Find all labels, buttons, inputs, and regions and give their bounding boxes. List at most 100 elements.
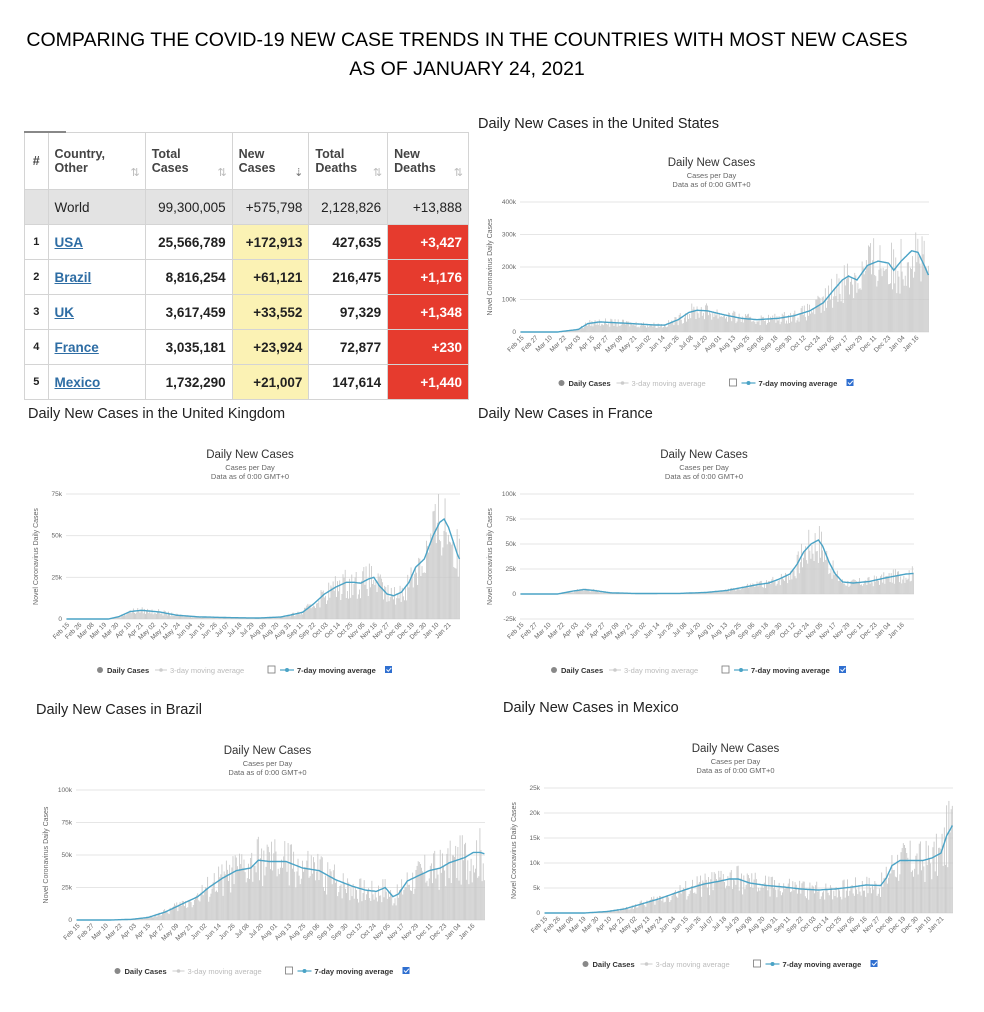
daily-case-bar [735,323,737,332]
legend-daily-cases[interactable]: Daily Cases [561,666,603,675]
daily-case-bar [859,891,861,913]
daily-case-bar [329,597,331,619]
legend-3day-checkbox[interactable] [729,378,737,387]
country-link[interactable]: UK [47,294,146,330]
daily-case-bar [244,618,246,619]
legend-7day-checkbox[interactable] [385,666,392,673]
x-tick-label: Jan 16 [887,621,906,640]
legend-marker-daily[interactable] [582,961,589,967]
sort-icon[interactable]: ⇅ [130,167,140,179]
legend-daily-cases[interactable]: Daily Cases [125,967,167,976]
daily-case-bar [186,616,188,619]
daily-case-bar [197,893,199,920]
legend-3day-checkbox[interactable] [753,959,761,968]
legend-3day-average[interactable]: 3-day moving average [656,960,730,969]
legend-daily-cases[interactable]: Daily Cases [569,379,611,388]
daily-case-bar [614,909,616,913]
daily-case-bar [896,877,897,913]
header-new-deaths[interactable]: New Deaths ⇅ [387,132,469,190]
daily-case-bar [882,582,884,594]
daily-case-bar [566,331,568,332]
legend-7day-average[interactable]: 7-day moving average [751,666,830,675]
daily-case-bar [419,863,421,920]
legend-7day-checkbox[interactable] [839,666,846,673]
legend-7day-checkbox[interactable] [870,960,878,967]
legend-daily-cases[interactable]: Daily Cases [593,960,635,969]
daily-case-bar [442,547,444,619]
legend-3day-checkbox[interactable] [285,966,293,975]
legend-3day-average[interactable]: 3-day moving average [624,666,698,675]
daily-case-bar [816,299,818,332]
daily-case-bar [603,912,605,913]
daily-case-bar [470,858,472,920]
daily-case-bar [158,609,160,619]
daily-case-bar [772,576,774,594]
country-link[interactable]: France [47,329,146,365]
header-total-deaths[interactable]: Total Deaths ⇅ [308,132,389,190]
daily-case-bar [823,891,825,913]
daily-case-bar [787,323,788,332]
legend-7day-checkbox[interactable] [402,967,410,974]
legend-3day-checkbox[interactable] [267,665,276,674]
legend-marker-daily[interactable] [551,667,557,673]
daily-case-bar [894,569,896,594]
daily-case-bar [947,867,949,913]
legend-3day-checkbox[interactable] [721,665,730,674]
daily-case-bar [320,856,322,920]
rank-cell: 1 [24,224,49,260]
daily-case-bar [744,889,746,913]
legend-7day-average[interactable]: 7-day moving average [783,960,862,969]
legend-7day-average[interactable]: 7-day moving average [315,967,394,976]
legend-daily-cases[interactable]: Daily Cases [107,666,149,675]
legend-7day-checkbox[interactable] [846,379,854,386]
daily-case-bar [286,615,288,619]
daily-case-bar [434,504,436,619]
daily-case-bar [715,590,717,594]
daily-case-bar [220,617,222,619]
daily-case-bar [919,263,921,332]
daily-case-bar [768,314,769,332]
country-link[interactable]: USA [47,224,146,260]
daily-case-bar [425,540,427,619]
legend-3day-average[interactable]: 3-day moving average [632,379,706,388]
daily-case-bar [582,588,584,594]
daily-case-bar [897,854,899,913]
daily-case-bar [708,877,709,913]
legend-7day-average[interactable]: 7-day moving average [297,666,376,675]
legend-7day-average[interactable]: 7-day moving average [759,379,838,388]
header-total-cases[interactable]: Total Cases ⇅ [144,132,233,190]
daily-case-bar [900,852,902,913]
sort-desc-icon[interactable]: ⇣ [294,167,304,179]
legend-3day-average[interactable]: 3-day moving average [170,666,244,675]
legend-marker-daily[interactable] [114,968,121,974]
daily-case-bar [267,617,269,619]
daily-case-bar [151,609,153,619]
daily-case-bar [774,880,776,913]
x-tick-label: Jun 26 [218,922,237,941]
new-deaths-cell: +1,176 [387,259,469,295]
daily-case-bar [718,591,720,594]
daily-case-bar [637,907,639,913]
daily-case-bar [677,325,679,332]
daily-case-bar [875,276,877,332]
daily-case-bar [835,296,837,332]
header-country[interactable]: Country, Other ⇅ [47,132,146,190]
header-rank[interactable]: # [24,132,49,190]
daily-case-bar [844,897,846,913]
daily-case-bar [891,582,893,594]
country-link[interactable]: Mexico [47,364,146,400]
sort-icon[interactable]: ⇅ [217,167,227,179]
sort-icon[interactable]: ⇅ [453,167,463,179]
legend-marker-daily[interactable] [558,380,565,386]
legend-3day-average[interactable]: 3-day moving average [188,967,262,976]
header-new-cases[interactable]: New Cases ⇣ [231,132,310,190]
sort-icon[interactable]: ⇅ [372,167,383,179]
daily-case-bar [850,887,852,913]
daily-case-bar [286,871,288,920]
country-link[interactable]: Brazil [47,259,146,295]
daily-case-bar [382,879,384,920]
daily-case-bar [951,805,953,913]
chart-subtitle: Cases per Day [711,757,761,766]
legend-marker-daily[interactable] [97,667,103,673]
daily-case-bar [195,616,197,619]
